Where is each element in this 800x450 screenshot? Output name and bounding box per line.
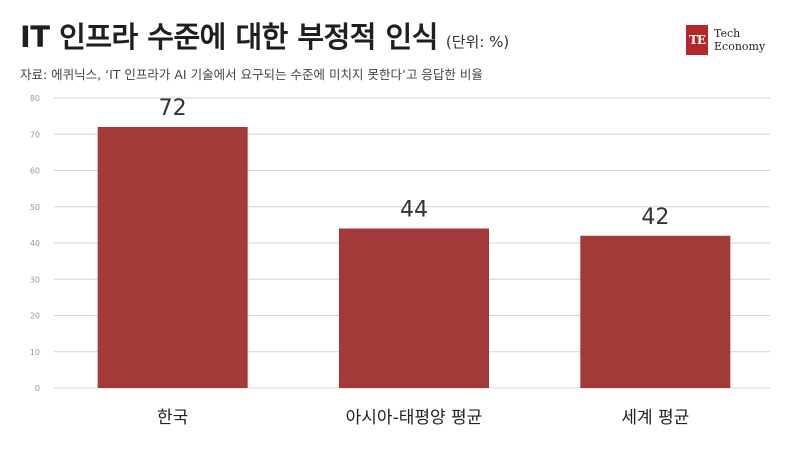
logo-line-1: Tech bbox=[714, 27, 741, 40]
bar bbox=[97, 127, 248, 388]
unit-label: (단위: %) bbox=[445, 33, 510, 51]
y-tick-label: 50 bbox=[30, 203, 40, 212]
title-row: IT 인프라 수준에 대한 부정적 인식 (단위: %) bbox=[20, 14, 780, 56]
tech-economy-logo: TE Tech Economy bbox=[686, 25, 765, 55]
logo-mark: TE bbox=[686, 25, 708, 55]
bar bbox=[580, 235, 731, 388]
data-label: 42 bbox=[641, 205, 669, 230]
y-tick-label: 80 bbox=[30, 94, 40, 103]
data-label: 44 bbox=[400, 198, 428, 223]
y-tick-label: 40 bbox=[30, 239, 40, 248]
y-tick-label: 20 bbox=[30, 312, 40, 321]
y-tick-label: 70 bbox=[30, 130, 40, 139]
y-tick-label: 10 bbox=[30, 348, 40, 357]
y-tick-label: 0 bbox=[35, 384, 40, 393]
bar bbox=[339, 228, 489, 388]
y-tick-label: 60 bbox=[30, 167, 40, 176]
category-label: 세계 평균 bbox=[621, 408, 689, 428]
chart-title: IT 인프라 수준에 대한 부정적 인식 bbox=[20, 20, 438, 54]
logo-text: Tech Economy bbox=[714, 27, 765, 53]
category-label: 아시아-태평양 평균 bbox=[346, 408, 483, 428]
chart-header: IT 인프라 수준에 대한 부정적 인식 (단위: %) bbox=[20, 14, 780, 56]
category-label: 한국 bbox=[157, 408, 188, 428]
data-label: 72 bbox=[159, 96, 187, 121]
source-note: 자료: 에퀴닉스, ‘IT 인프라가 AI 기술에서 요구되는 수준에 미치지 … bbox=[20, 67, 483, 82]
logo-line-2: Economy bbox=[714, 40, 766, 53]
y-tick-label: 30 bbox=[30, 275, 40, 284]
